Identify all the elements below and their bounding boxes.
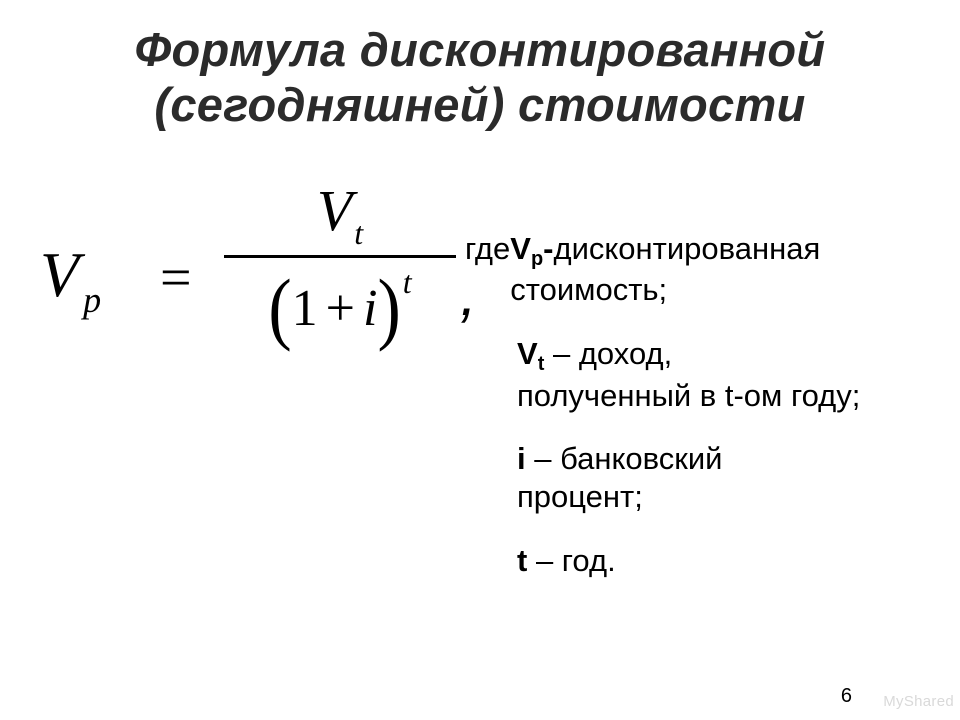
def-where: где — [465, 230, 510, 309]
t-sym: t — [517, 543, 527, 578]
definitions: где Vp-дисконтированная стоимость; Vt – … — [465, 230, 925, 606]
lhs-sub: p — [83, 280, 101, 320]
denominator: (1+i)t — [224, 258, 456, 344]
right-paren: ) — [377, 269, 400, 350]
watermark: MyShared — [883, 693, 954, 710]
equals-sign: = — [160, 246, 192, 310]
formula-lhs: Vp — [40, 238, 101, 321]
num-sub: t — [354, 215, 363, 251]
numerator: Vt — [224, 182, 456, 255]
vt-sym: V — [517, 336, 538, 371]
vp-text-b: стоимость; — [510, 272, 667, 307]
def-vt: Vt – доход, полученный в t-ом году; — [465, 335, 925, 414]
page-number: 6 — [841, 685, 852, 708]
vp-sym: V — [510, 231, 531, 266]
vt-dash: – — [544, 336, 578, 371]
vt-text-b: полученный в t-ом году; — [517, 378, 860, 413]
left-paren: ( — [268, 269, 291, 350]
i-dash: – — [526, 441, 560, 476]
t-dash: – — [527, 543, 561, 578]
formula: Vp = Vt (1+i)t , — [40, 168, 470, 388]
t-text: год. — [562, 543, 616, 578]
num-var: V — [317, 178, 352, 243]
vp-dash: - — [543, 231, 553, 266]
def-vp: где Vp-дисконтированная стоимость; — [465, 230, 925, 309]
i-text-b: процент; — [517, 479, 643, 514]
def-i: i – банковский процент; — [465, 440, 925, 516]
lhs-var: V — [40, 239, 79, 310]
i-sym: i — [517, 441, 526, 476]
slide-title: Формула дисконтированной (сегодняшней) с… — [0, 22, 960, 133]
fraction: Vt (1+i)t — [224, 182, 456, 344]
vt-text-a: доход, — [579, 336, 672, 371]
title-line-2: (сегодняшней) стоимости — [154, 78, 805, 131]
title-line-1: Формула дисконтированной — [135, 23, 826, 76]
vp-text-a: дисконтированная — [553, 231, 820, 266]
den-plus: + — [318, 280, 363, 337]
den-one: 1 — [292, 280, 318, 337]
i-text-a: банковский — [560, 441, 722, 476]
def-t: t – год. — [465, 542, 925, 580]
den-i: i — [363, 280, 377, 337]
den-sup: t — [403, 264, 412, 300]
vp-sub: p — [531, 248, 543, 270]
slide: Формула дисконтированной (сегодняшней) с… — [0, 0, 960, 720]
